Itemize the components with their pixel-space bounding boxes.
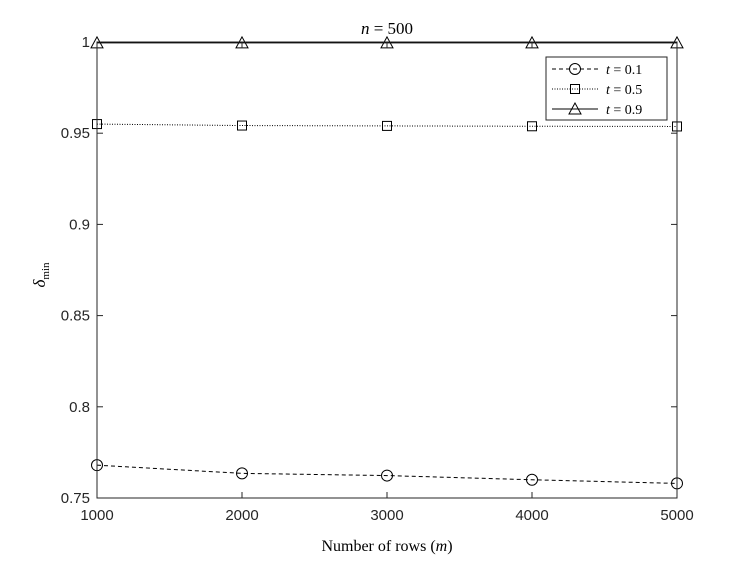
legend-label: t = 0.1 [606,63,642,78]
legend-marker [568,101,582,115]
y-tick-label: 0.8 [69,399,90,416]
data-point [526,473,538,486]
data-point [382,120,392,131]
x-axis-label: Number of rows (m) [321,538,452,555]
legend-marker [569,63,581,75]
x-tick-label: 2000 [225,507,258,524]
chart-title-var: n [361,19,370,38]
data-point [237,120,247,131]
tick-layer: 1000 2000 3000 4000 5000 0.75 0.8 0.85 0.9 0.95 1 [61,34,694,524]
chart-title: n = 500 [361,19,413,38]
legend: t = 0.1 t = 0.5 t = 0.9 [545,56,668,121]
y-axis-label-sub: min [40,262,52,280]
x-tick-label: 4000 [515,507,548,524]
y-tick-label: 0.9 [69,216,90,233]
series-line [96,123,678,127]
data-point [527,121,537,132]
series-line [96,464,678,484]
y-tick-label: 0.85 [61,308,90,325]
legend-marker [570,84,580,94]
legend-entry: t = 0.5 [552,83,642,98]
legend-entry: t = 0.1 [552,63,642,78]
legend-label: t = 0.5 [606,83,642,98]
x-axis-label-text: Number of rows ( [321,538,435,555]
x-axis-label-var: m [436,538,448,555]
x-tick-label: 5000 [660,507,693,524]
legend-entry: t = 0.9 [552,101,642,118]
y-tick-label: 0.75 [61,490,90,507]
y-tick-label: 0.95 [61,125,90,142]
legend-label: t = 0.9 [606,103,642,118]
y-axis-label-symbol: δ [30,279,49,288]
x-tick-label: 3000 [370,507,403,524]
data-point [236,467,248,480]
x-tick-label: 1000 [80,507,113,524]
legend-entries: t = 0.1 t = 0.5 t = 0.9 [552,63,642,118]
y-axis-label: δmin [30,262,52,288]
y-tick-label: 1 [82,34,90,51]
chart-title-rest: = 500 [369,19,413,38]
x-axis-label-close: ) [447,538,452,555]
data-point [381,469,393,482]
